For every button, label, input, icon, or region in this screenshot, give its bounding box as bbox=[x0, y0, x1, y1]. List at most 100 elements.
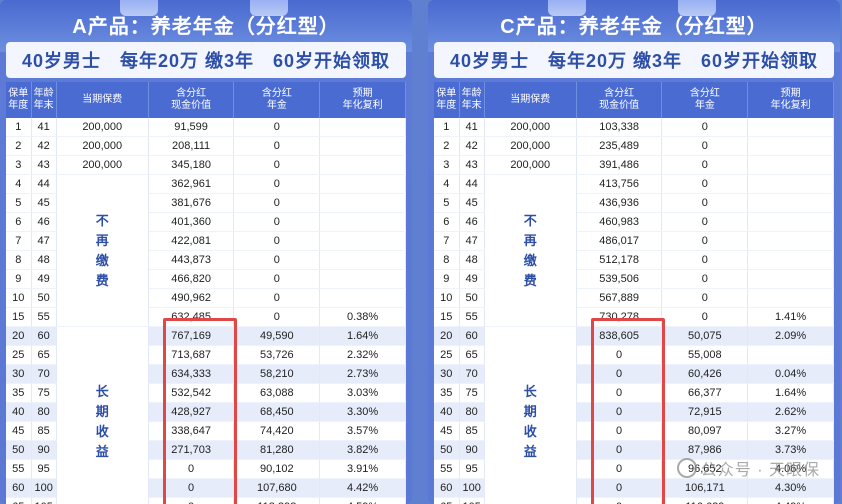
table-cell: 91,599 bbox=[148, 118, 235, 137]
table-cell: 4.06% bbox=[747, 459, 834, 479]
vertical-label: 不再缴费 bbox=[523, 212, 537, 288]
table-cell: 0 bbox=[576, 440, 663, 460]
table-row: 65105 0118,3984.59% bbox=[6, 497, 406, 504]
table-row: 7 47 486,017 0 bbox=[434, 231, 834, 251]
table-cell: 0 bbox=[233, 231, 321, 251]
table-cell: 0 bbox=[661, 231, 749, 251]
table-cell: 70 bbox=[459, 364, 485, 384]
table-cell: 512,178 bbox=[576, 250, 663, 270]
table-cell: 713,687 bbox=[148, 345, 235, 365]
table-cell: 90,102 bbox=[233, 459, 321, 479]
table-cell bbox=[319, 136, 406, 156]
table-cell: 235,489 bbox=[576, 136, 663, 156]
table-cell: 65 bbox=[6, 497, 32, 504]
table-cell: 68,450 bbox=[233, 402, 321, 422]
table-row: 1 41 200,000 91,599 0 bbox=[6, 118, 406, 137]
table-cell: 3 bbox=[6, 155, 32, 175]
table-cell: 105 bbox=[459, 497, 485, 504]
table-row: 8 48 443,873 0 bbox=[6, 250, 406, 270]
table-cell: 100 bbox=[31, 478, 57, 498]
table-cell: 2.09% bbox=[747, 326, 834, 346]
table-cell: 0 bbox=[661, 193, 749, 213]
table-cell: 0 bbox=[233, 288, 321, 308]
table-cell: 72,915 bbox=[661, 402, 749, 422]
table-cell: 90 bbox=[31, 440, 57, 460]
table-cell: 338,647 bbox=[148, 421, 235, 441]
table-cell: 362,961 bbox=[148, 174, 235, 194]
table-cell bbox=[747, 250, 834, 270]
table-cell: 200,000 bbox=[484, 136, 577, 156]
table-cell: 345,180 bbox=[148, 155, 235, 175]
table-cell: 0 bbox=[148, 459, 235, 479]
decor-shape bbox=[120, 0, 158, 16]
table-cell: 95 bbox=[31, 459, 57, 479]
table-row: 60 100 0 107,680 4.42% bbox=[6, 478, 406, 498]
table-row: 65105 0116,6294.49% bbox=[434, 497, 834, 504]
table-cell: 35 bbox=[6, 383, 32, 403]
table-row: 45 85 338,647 74,420 3.57% bbox=[6, 421, 406, 441]
table-row: 6 46 401,360 0 bbox=[6, 212, 406, 232]
panel-subtitle: 40岁男士 每年20万 缴3年 60岁开始领取 bbox=[6, 42, 406, 78]
column-header: 保单 年度 bbox=[434, 82, 460, 118]
table-cell: 8 bbox=[434, 250, 460, 270]
vertical-label: 不再缴费 bbox=[95, 212, 109, 288]
table-cell: 0 bbox=[661, 288, 749, 308]
table-cell: 60 bbox=[434, 478, 460, 498]
table-cell: 0 bbox=[661, 269, 749, 289]
table-cell: 3.82% bbox=[319, 440, 406, 460]
table-row: 35 75 0 66,377 1.64% bbox=[434, 383, 834, 403]
table-row: 4 44 不再缴费 413,756 0 bbox=[434, 174, 834, 327]
table-cell: 200,000 bbox=[484, 155, 577, 175]
table-cell bbox=[319, 193, 406, 213]
table-row: 6 46 460,983 0 bbox=[434, 212, 834, 232]
table-cell: 55,008 bbox=[661, 345, 749, 365]
table-row: 7 47 422,081 0 bbox=[6, 231, 406, 251]
product-c-panel: C产品：养老年金（分红型） 40岁男士 每年20万 缴3年 60岁开始领取 保单… bbox=[428, 0, 840, 504]
table-row: 9 49 466,820 0 bbox=[6, 269, 406, 289]
table-cell: 58,210 bbox=[233, 364, 321, 384]
benefit-table: 保单 年度 年龄 年末 当期保费 含分红 现金价值 含分红 年金 预期 年化复利 1 41 200,000… bbox=[434, 82, 834, 504]
column-header: 含分红 现金价值 bbox=[576, 82, 663, 118]
table-cell: 0 bbox=[233, 307, 321, 327]
table-cell bbox=[747, 231, 834, 251]
panel-subtitle: 40岁男士 每年20万 缴3年 60岁开始领取 bbox=[434, 42, 834, 78]
table-cell: 30 bbox=[434, 364, 460, 384]
table-cell: 60 bbox=[6, 478, 32, 498]
table-cell: 35 bbox=[434, 383, 460, 403]
merged-label-cell: 长期收益 bbox=[56, 326, 149, 504]
table-cell: 50 bbox=[6, 440, 32, 460]
table-cell: 5 bbox=[434, 193, 460, 213]
table-row: 9 49 539,506 0 bbox=[434, 269, 834, 289]
table-cell: 75 bbox=[31, 383, 57, 403]
table-cell: 49,590 bbox=[233, 326, 321, 346]
merged-label-cell: 不再缴费 bbox=[484, 174, 577, 327]
table-cell: 40 bbox=[6, 402, 32, 422]
table-cell: 80 bbox=[459, 402, 485, 422]
column-header: 保单 年度 bbox=[6, 82, 32, 118]
table-cell bbox=[747, 345, 834, 365]
table-cell: 55 bbox=[459, 307, 485, 327]
table-row: 35 75 532,542 63,088 3.03% bbox=[6, 383, 406, 403]
table-cell: 106,171 bbox=[661, 478, 749, 498]
table-cell: 4.49% bbox=[747, 497, 834, 504]
table-cell: 4.30% bbox=[747, 478, 834, 498]
table-cell: 2.62% bbox=[747, 402, 834, 422]
table-cell: 4.42% bbox=[319, 478, 406, 498]
table-cell: 422,081 bbox=[148, 231, 235, 251]
table-cell: 271,703 bbox=[148, 440, 235, 460]
table-cell: 0 bbox=[148, 497, 235, 504]
table-cell bbox=[747, 269, 834, 289]
table-cell: 40 bbox=[434, 402, 460, 422]
table-row: 40 80 0 72,915 2.62% bbox=[434, 402, 834, 422]
table-cell: 0.38% bbox=[319, 307, 406, 327]
table-row: 25 65 0 55,008 bbox=[434, 345, 834, 365]
table-cell: 55 bbox=[434, 459, 460, 479]
table-cell: 9 bbox=[6, 269, 32, 289]
table-cell: 466,820 bbox=[148, 269, 235, 289]
table-cell: 0.04% bbox=[747, 364, 834, 384]
table-row: 10 50 490,962 0 bbox=[6, 288, 406, 308]
benefit-table: 保单 年度 年龄 年末 当期保费 含分红 现金价值 含分红 年金 预期 年化复利 1 41 200,000… bbox=[6, 82, 406, 504]
table-cell: 105 bbox=[31, 497, 57, 504]
table-cell: 200,000 bbox=[56, 118, 149, 137]
decor-shape bbox=[678, 0, 716, 16]
